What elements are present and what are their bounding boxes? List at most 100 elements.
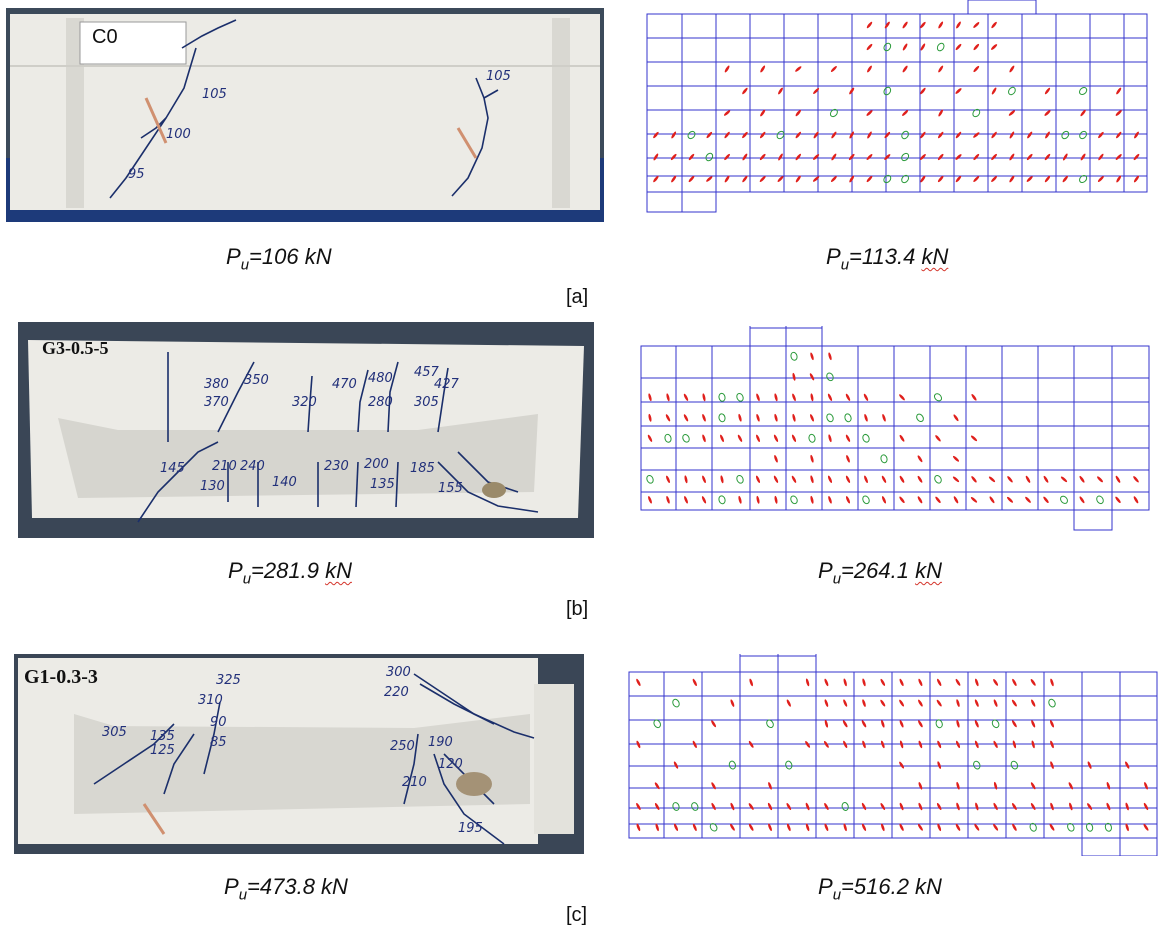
crack-mark [867,65,872,73]
crack-mark [790,495,798,505]
crack-mark [953,414,959,422]
crack-mark [812,176,820,182]
crack-mark [824,802,829,811]
caption-numerical-load-b: Pu=264.1 kN [818,558,942,587]
photo-specimen-g1-0-3-3 [14,654,584,854]
crack-mark [937,823,942,832]
crack-mark [866,175,873,183]
crack-mark [1080,109,1086,117]
crack-mark [773,475,779,483]
crack-mark [702,393,706,402]
crack-mark [880,803,886,810]
crack-mark [723,110,731,116]
crack-mark [902,21,908,29]
fe-crack-marks [646,351,1139,505]
crack-mark [918,678,923,687]
crack-mark [1079,475,1085,483]
crack-mark [862,740,866,749]
crack-mark [937,153,944,161]
crack-mark [918,699,923,707]
crack-mark [881,823,885,832]
crack-mark [846,455,850,463]
crack-mark [1006,496,1014,503]
crack-mark [654,802,660,811]
crack-mark [883,86,892,96]
crack-mark [884,154,891,160]
crack-mark [1043,475,1049,483]
crack-mark [973,176,980,182]
crack-mark [901,174,910,184]
crack-mark [774,393,778,402]
crack-mark [653,131,659,139]
crack-mark [920,21,926,29]
crack-mark [1098,131,1104,139]
crack-mark [774,413,778,422]
crack-mark [899,678,904,687]
crack-mark [654,782,660,790]
crack-mark [1115,154,1122,160]
crack-mark [935,435,941,442]
crack-mark [845,434,851,442]
crack-mark [936,699,942,707]
crack-mark [884,131,891,139]
crack-mark [863,393,869,401]
crack-mark [790,351,798,361]
load-symbol: P [224,874,239,899]
crack-mark [845,475,851,483]
load-subscript: u [840,256,850,274]
crack-mark [1116,87,1122,95]
crack-mark [684,475,688,484]
crack-mark [709,823,718,832]
crack-mark [1008,86,1016,96]
load-value: =516.2 kN [841,874,942,899]
load-subscript: u [832,886,842,904]
crack-mark [899,802,904,811]
crack-mark [955,823,961,831]
crack-mark [955,131,962,139]
crack-mark [862,699,866,707]
crack-mark [778,87,783,95]
crack-mark [711,802,716,811]
crack-mark [1134,131,1139,139]
crack-mark [866,110,873,116]
crack-mark [1027,131,1033,139]
crack-mark [936,802,942,811]
crack-mark [880,740,885,749]
crack-mark [920,43,926,51]
crack-mark [767,802,773,811]
crack-mark [880,678,886,686]
crack-mark [1098,153,1104,161]
caption-experimental-load-b: Pu=281.9 kN [228,558,352,587]
crack-mark [692,678,697,687]
crack-mark [881,719,885,728]
crack-mark [720,475,724,484]
crack-mark [952,455,960,462]
crack-mark [955,678,961,686]
crack-mark [918,720,923,728]
crack-mark [792,372,796,381]
crack-mark [1044,153,1051,161]
crack-mark [956,802,960,811]
panel-label-c: [c] [566,904,588,926]
crack-mark [843,823,847,832]
crack-mark [1133,496,1139,504]
crack-mark [920,87,926,95]
crack-mark [1009,153,1015,161]
crack-mark [1087,761,1092,769]
crack-mark [1030,679,1036,686]
crack-mark [1062,175,1069,183]
crack-mark [989,496,995,504]
crack-mark [936,42,945,52]
crack-mark [805,823,810,832]
crack-mark [862,495,870,505]
crack-mark [974,823,980,831]
crack-mark [810,454,814,463]
crack-mark [730,699,735,707]
crack-mark [792,413,796,422]
crack-mark [773,434,779,442]
crack-mark [736,392,744,402]
crack-mark [973,760,981,770]
crack-mark [749,678,753,687]
load-symbol: P [818,558,833,583]
crack-mark [748,823,754,831]
